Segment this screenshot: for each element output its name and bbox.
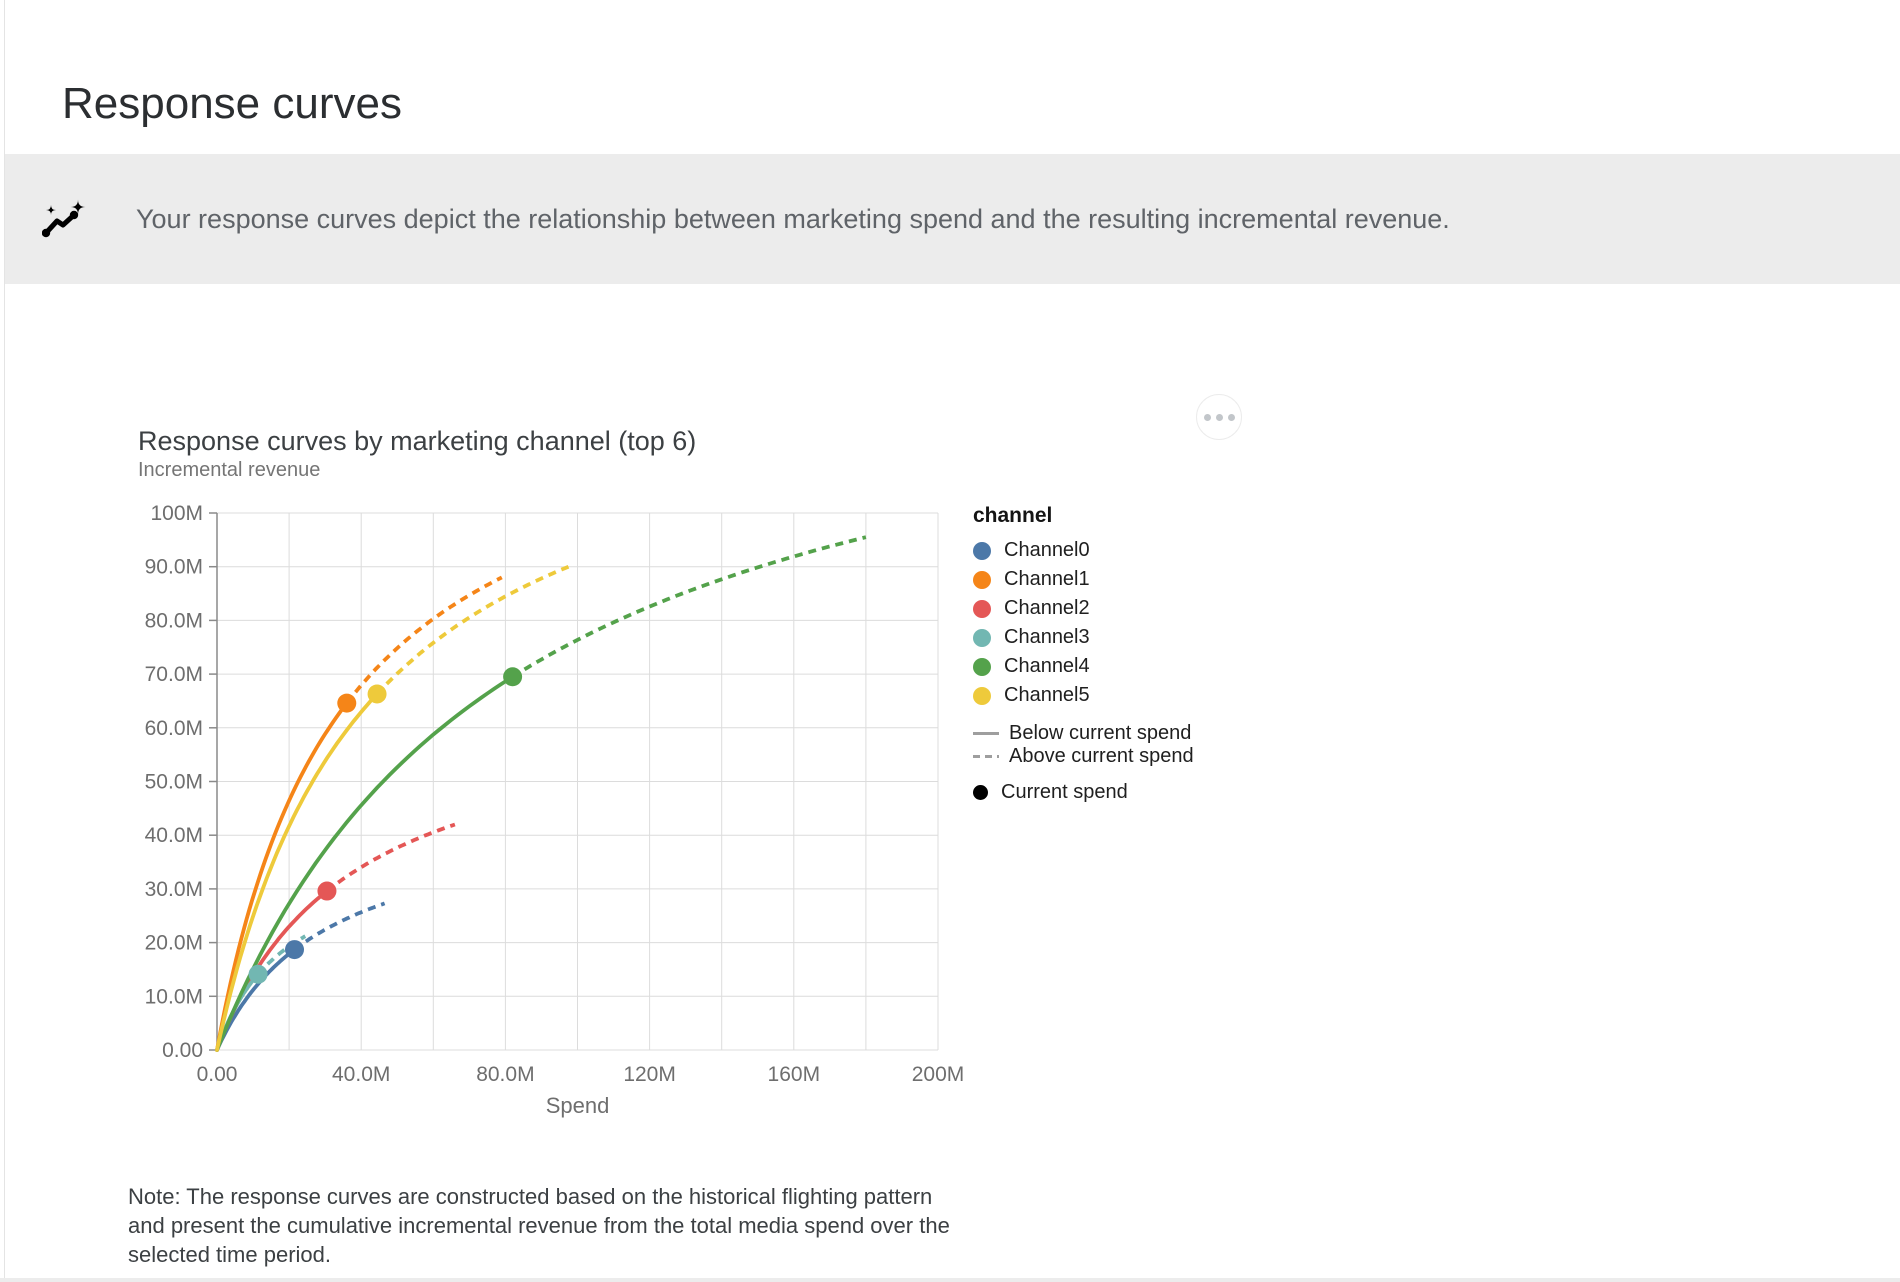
legend-color-dot <box>973 686 991 705</box>
y-tick-label: 100M <box>150 502 203 525</box>
curve-above-current-channel1 <box>345 575 503 705</box>
legend-label: Channel5 <box>1004 684 1090 706</box>
curve-above-current-channel3 <box>256 934 307 976</box>
current-spend-point-channel3 <box>248 964 268 984</box>
x-tick-label: 80.0M <box>476 1063 534 1086</box>
curve-above-current-channel2 <box>325 822 456 893</box>
legend-channel-items: Channel0 Channel1 Channel2 Channel3 Channel4… <box>973 536 1213 710</box>
chart-note: Note: The response curves are constructe… <box>128 1184 950 1267</box>
curve-above-current-channel4 <box>511 535 867 679</box>
legend-label: Below current spend <box>1009 722 1192 744</box>
y-tick-label: 0.00 <box>162 1039 203 1062</box>
legend-item-channel2: Channel2 <box>973 594 1213 623</box>
x-tick-label: 160M <box>768 1063 821 1086</box>
current-spend-dot-icon <box>973 784 988 800</box>
response-curves-chart: 0.00 10.0M 20.0M 30.0M 40.0M 50.0M 60.0M 70.0M 8… <box>145 502 965 1118</box>
current-spend-point-channel4 <box>503 667 523 687</box>
legend-color-dot <box>973 599 991 618</box>
curve-below-current-channel1 <box>215 701 349 1052</box>
current-spend-point-channel2 <box>317 881 337 901</box>
current-spend-point-channel1 <box>337 693 357 713</box>
y-tick-label: 90.0M <box>145 556 203 579</box>
y-tick-label: 40.0M <box>145 824 203 847</box>
y-tick-label: 20.0M <box>145 932 203 955</box>
current-spend-point-channel5 <box>367 684 387 704</box>
dashed-line-icon <box>973 745 999 768</box>
curve-below-current-channel4 <box>215 674 515 1052</box>
legend-label: Channel4 <box>1004 655 1090 677</box>
legend-label: Channel3 <box>1004 626 1090 648</box>
legend-item-channel5: Channel5 <box>973 681 1213 710</box>
legend-item-below-current-spend: Below current spend <box>973 722 1213 745</box>
legend-color-dot <box>973 570 991 589</box>
legend-title: channel <box>973 504 1053 527</box>
current-spend-point-channel0 <box>285 940 305 960</box>
legend-color-dot <box>973 541 991 560</box>
x-tick-label: 200M <box>912 1063 965 1086</box>
legend-label: Channel1 <box>1004 568 1090 590</box>
y-tick-label: 60.0M <box>145 717 203 740</box>
legend-color-dot <box>973 657 991 676</box>
x-tick-label: 120M <box>623 1063 676 1086</box>
page-title: Response curves <box>62 79 402 129</box>
legend-item-current-spend: Current spend <box>973 779 1213 805</box>
legend-item-channel1: Channel1 <box>973 565 1213 594</box>
x-tick-label: 0.00 <box>197 1063 238 1086</box>
chart-more-options-button[interactable] <box>1196 394 1242 440</box>
y-tick-label: 80.0M <box>145 609 203 632</box>
ellipsis-icon <box>1227 413 1235 421</box>
ellipsis-icon <box>1215 413 1223 421</box>
solid-line-icon <box>973 722 999 745</box>
x-axis-title: Spend <box>546 1093 610 1118</box>
curve-below-current-channel0 <box>215 947 297 1052</box>
legend-item-channel4: Channel4 <box>973 652 1213 681</box>
page-left-border <box>4 0 5 1282</box>
curve-above-current-channel0 <box>293 901 386 952</box>
y-tick-label: 70.0M <box>145 663 203 686</box>
ellipsis-icon <box>1203 413 1211 421</box>
chart-title: Response curves by marketing channel (to… <box>138 426 697 457</box>
insight-banner: Your response curves depict the relation… <box>5 154 1900 284</box>
next-section-edge <box>0 1278 1900 1282</box>
chart-legend: channel Channel0 Channel1 Channel2 Channel3… <box>973 504 1213 805</box>
y-tick-label: 10.0M <box>145 985 203 1008</box>
x-tick-label: 40.0M <box>332 1063 390 1086</box>
legend-label: Above current spend <box>1009 745 1194 767</box>
y-tick-label: 30.0M <box>145 878 203 901</box>
legend-item-channel0: Channel0 <box>973 536 1213 565</box>
insights-sparkline-icon <box>41 199 88 239</box>
legend-line-style-items: Below current spend Above current spend <box>973 722 1213 768</box>
legend-label: Current spend <box>1001 780 1128 803</box>
legend-color-dot <box>973 628 991 647</box>
curve-below-current-channel5 <box>215 692 379 1052</box>
legend-label: Channel0 <box>1004 539 1090 561</box>
y-tick-label: 50.0M <box>145 771 203 794</box>
banner-text: Your response curves depict the relation… <box>136 203 1450 234</box>
legend-item-channel3: Channel3 <box>973 623 1213 652</box>
legend-item-above-current-spend: Above current spend <box>973 745 1213 768</box>
curve-above-current-channel5 <box>375 564 570 696</box>
legend-label: Channel2 <box>1004 597 1090 619</box>
y-axis-title: Incremental revenue <box>138 459 321 481</box>
